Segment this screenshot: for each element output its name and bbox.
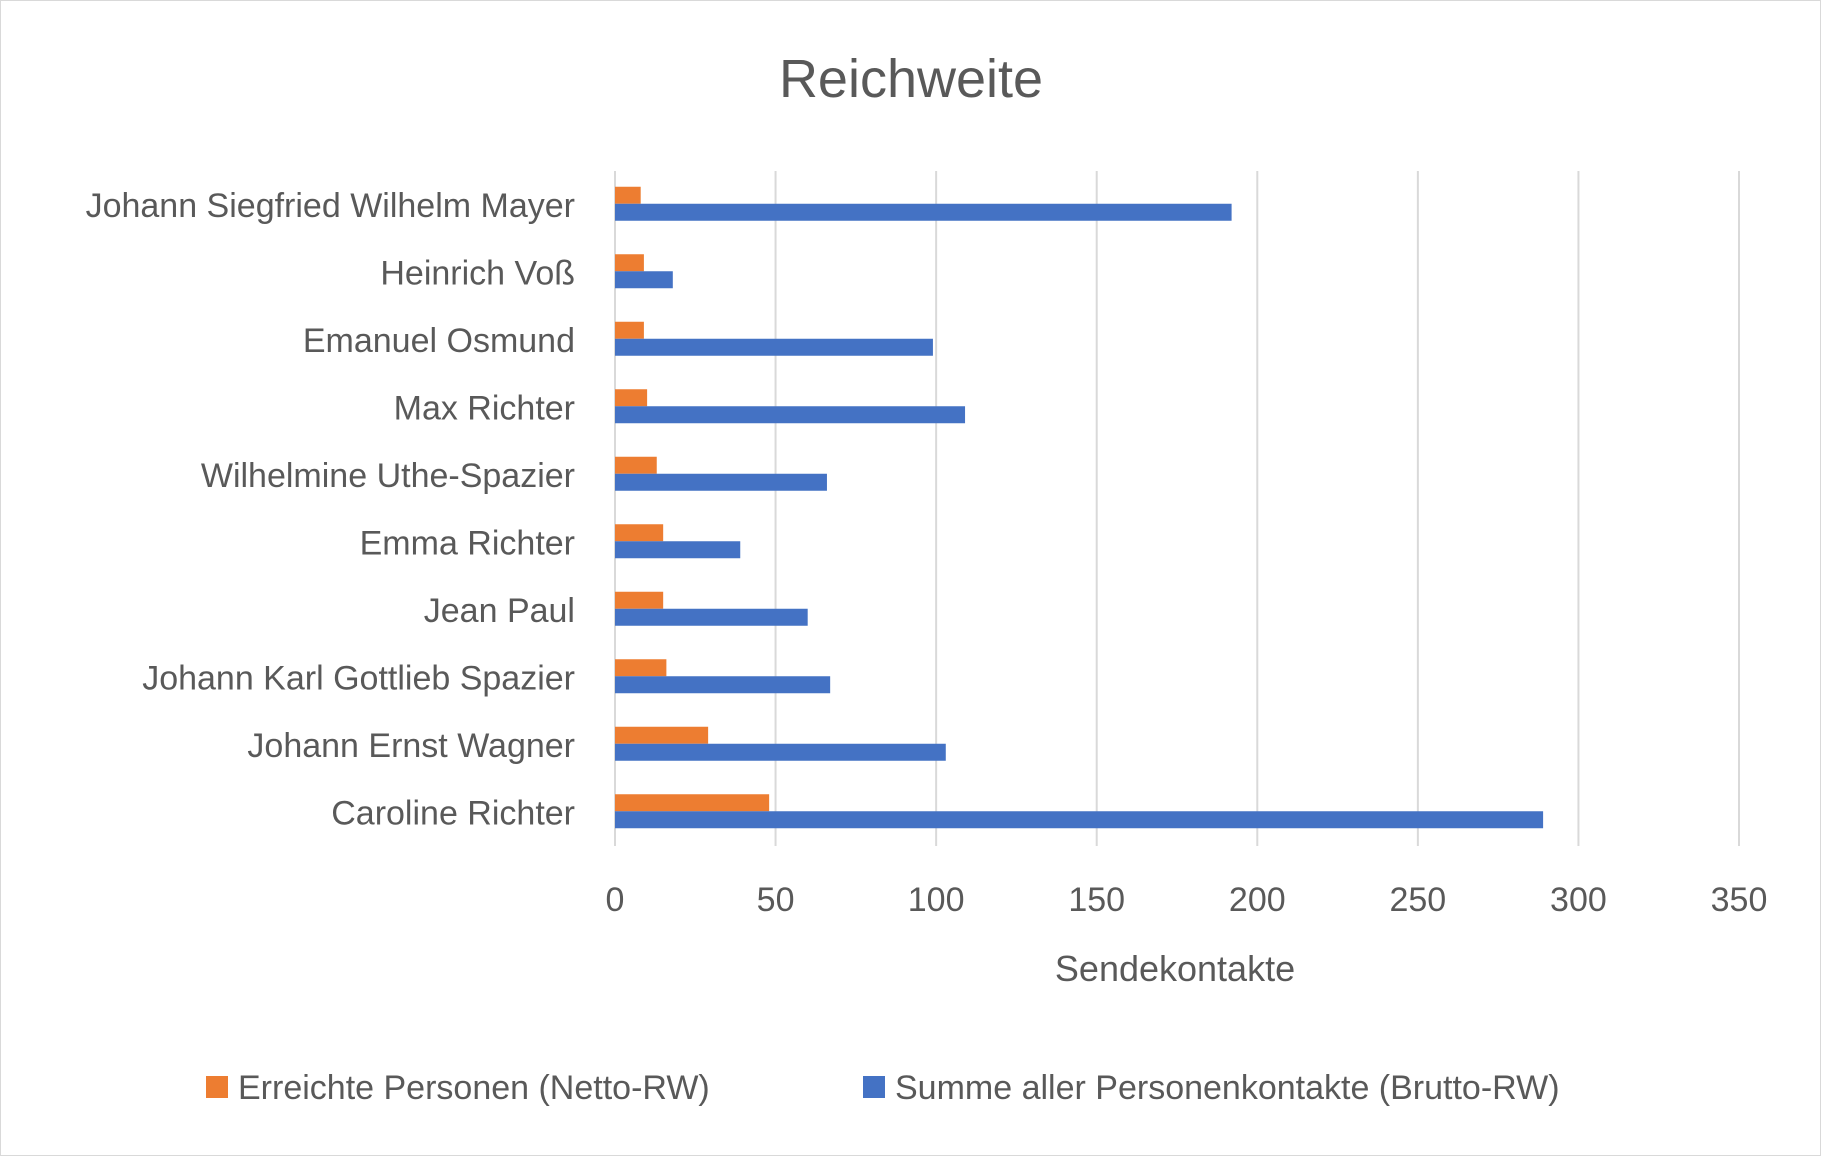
x-tick-label: 300 <box>1550 881 1607 919</box>
netto-bar-3 <box>615 389 648 407</box>
category-labels: Johann Siegfried Wilhelm Mayer Heinrich V… <box>86 187 575 833</box>
x-axis-label: Sendekontakte <box>1055 948 1295 989</box>
brutto-bar-8 <box>615 743 946 761</box>
netto-bar-1 <box>615 254 644 272</box>
netto-bar-6 <box>615 591 664 609</box>
category-label: Johann Siegfried Wilhelm Mayer <box>86 187 575 225</box>
brutto-bar-3 <box>615 406 966 424</box>
bars <box>615 186 1544 829</box>
brutto-bar-6 <box>615 608 808 626</box>
brutto-bar-1 <box>615 271 673 289</box>
legend-swatch-1 <box>863 1076 885 1098</box>
netto-bar-7 <box>615 659 667 677</box>
brutto-bar-7 <box>615 676 831 694</box>
x-tick-label: 150 <box>1068 881 1125 919</box>
netto-bar-9 <box>615 794 770 812</box>
category-label: Jean Paul <box>424 592 575 630</box>
category-label: Emma Richter <box>360 524 575 562</box>
gridlines <box>614 171 1740 846</box>
netto-bar-5 <box>615 524 664 542</box>
netto-bar-4 <box>615 456 657 474</box>
category-label: Emanuel Osmund <box>303 322 575 360</box>
x-tick-label: 100 <box>908 881 965 919</box>
netto-bar-0 <box>615 186 641 204</box>
category-label: Wilhelmine Uthe-Spazier <box>201 457 575 495</box>
brutto-bar-5 <box>615 541 741 559</box>
category-label: Johann Ernst Wagner <box>247 727 575 765</box>
legend: Erreichte Personen (Netto-RW) Summe aller… <box>206 1069 1560 1107</box>
chart-title: Reichweite <box>779 49 1043 109</box>
category-label: Max Richter <box>394 389 575 427</box>
x-tick-label: 50 <box>757 881 795 919</box>
x-tick-label: 200 <box>1229 881 1286 919</box>
x-tick-labels: 0 50 100 150 200 250 300 350 <box>606 881 1768 919</box>
brutto-bar-9 <box>615 811 1544 829</box>
legend-label-0: Erreichte Personen (Netto-RW) <box>238 1069 710 1107</box>
brutto-bar-0 <box>615 203 1232 221</box>
category-label: Caroline Richter <box>331 794 575 832</box>
x-tick-label: 0 <box>606 881 625 919</box>
x-tick-label: 350 <box>1711 881 1768 919</box>
netto-bar-8 <box>615 726 709 744</box>
netto-bar-2 <box>615 321 644 339</box>
x-tick-label: 250 <box>1389 881 1446 919</box>
legend-swatch-0 <box>206 1076 228 1098</box>
brutto-bar-4 <box>615 473 827 491</box>
legend-label-1: Summe aller Personenkontakte (Brutto-RW) <box>895 1069 1560 1107</box>
category-label: Johann Karl Gottlieb Spazier <box>142 659 575 697</box>
category-label: Heinrich Voß <box>380 254 575 292</box>
brutto-bar-2 <box>615 338 933 356</box>
